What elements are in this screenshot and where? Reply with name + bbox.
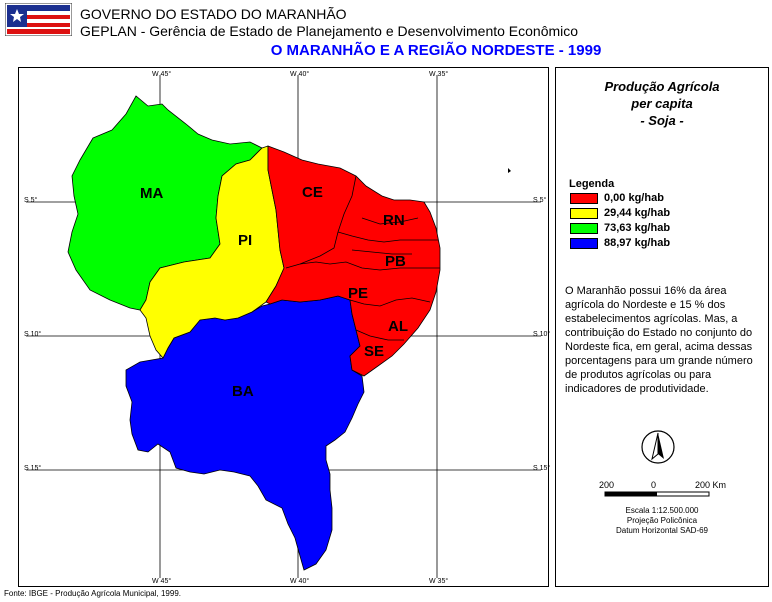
source-footer: Fonte: IBGE - Produção Agrícola Municipa… (4, 589, 181, 598)
legend-label-4: 88,97 kg/hab (604, 237, 671, 249)
coord-bottom-1: W 45° (152, 578, 172, 585)
scale-bar (604, 491, 710, 497)
scale-label-left: 200 (599, 480, 615, 490)
header-government: GOVERNO DO ESTADO DO MARANHÃO (80, 6, 347, 22)
legend-title: Legenda (569, 178, 615, 190)
label-pb: PB (385, 253, 406, 270)
label-ma: MA (140, 185, 163, 202)
label-ba: BA (232, 383, 254, 400)
scale-text: Escala 1:12.500.000 (625, 506, 699, 515)
north-arrow-icon (641, 430, 675, 464)
coord-top-3: W 35° (429, 71, 449, 78)
legend-swatch-yellow (570, 208, 598, 219)
coord-right-1: S 5° (533, 197, 547, 204)
coord-left-1: S 5° (24, 197, 38, 204)
coord-bottom-3: W 35° (429, 578, 449, 585)
legend-swatch-red (570, 193, 598, 204)
coord-right-2: S 10° (533, 331, 551, 338)
sidebar-title-3: - Soja - (640, 113, 684, 128)
sidebar-title-2: per capita (631, 96, 693, 111)
label-al: AL (388, 318, 408, 335)
coord-right-3: S 15° (533, 465, 551, 472)
legend-swatch-green (570, 223, 598, 234)
description-paragraph: O Maranhão possui 16% da área agrícola d… (565, 285, 753, 395)
state-borders (285, 175, 440, 341)
state-ba[interactable] (125, 295, 365, 571)
label-pi: PI (238, 232, 252, 249)
projection-text: Projeção Policônica (626, 516, 698, 525)
coord-top-1: W 45° (152, 71, 172, 78)
coord-left-3: S 15° (24, 465, 42, 472)
map-title: O MARANHÃO E A REGIÃO NORDESTE - 1999 (270, 42, 602, 59)
legend-label-1: 0,00 kg/hab (604, 192, 664, 204)
scale-label-right: 200 Km (695, 480, 727, 490)
coord-left-2: S 10° (24, 331, 42, 338)
sidebar-frame (555, 67, 769, 587)
scale-label-mid: 0 (651, 480, 657, 490)
label-pe: PE (348, 285, 368, 302)
legend-label-3: 73,63 kg/hab (604, 222, 671, 234)
label-se: SE (364, 343, 384, 360)
coord-bottom-2: W 40° (290, 578, 310, 585)
legend-label-2: 29,44 kg/hab (604, 207, 671, 219)
island-marker (508, 168, 511, 173)
map-frame (18, 67, 549, 587)
label-rn: RN (383, 212, 405, 229)
government-logo (4, 2, 73, 37)
label-ce: CE (302, 184, 323, 201)
sidebar-title-1: Produção Agrícola (604, 79, 720, 94)
coord-top-2: W 40° (290, 71, 310, 78)
datum-text: Datum Horizontal SAD-69 (615, 526, 709, 535)
header-agency: GEPLAN - Gerência de Estado de Planejame… (80, 23, 579, 39)
legend-swatch-blue (570, 238, 598, 249)
state-ce-ne-block[interactable] (265, 145, 441, 377)
